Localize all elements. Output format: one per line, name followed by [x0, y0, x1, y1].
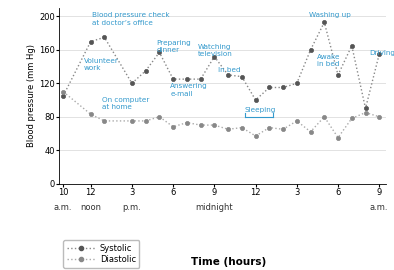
Systolic: [61, 94, 65, 97]
Systolic: [281, 86, 285, 89]
Diastolic: [88, 113, 93, 116]
Diastolic: [336, 136, 340, 139]
Systolic: [198, 77, 203, 81]
Text: noon: noon: [80, 203, 101, 212]
Systolic: [349, 44, 354, 47]
Text: Driving: Driving: [370, 50, 394, 56]
Diastolic: [363, 111, 368, 114]
Diastolic: [184, 121, 189, 124]
Text: Sleeping: Sleeping: [245, 107, 276, 113]
Diastolic: [308, 130, 313, 133]
Text: In bed: In bed: [219, 67, 241, 73]
Legend: Systolic, Diastolic: Systolic, Diastolic: [63, 240, 139, 268]
Diastolic: [377, 115, 382, 118]
Diastolic: [212, 123, 217, 127]
Systolic: [184, 77, 189, 81]
Systolic: [130, 82, 134, 85]
Diastolic: [226, 128, 230, 131]
Text: Watching
television: Watching television: [198, 44, 232, 57]
Line: Diastolic: Diastolic: [61, 90, 381, 140]
Diastolic: [102, 119, 107, 123]
Diastolic: [130, 119, 134, 123]
Systolic: [267, 86, 272, 89]
Systolic: [294, 82, 299, 85]
Text: p.m.: p.m.: [123, 203, 141, 212]
Text: Volunteer
work: Volunteer work: [84, 58, 119, 72]
Diastolic: [240, 126, 244, 129]
Text: a.m.: a.m.: [54, 203, 72, 212]
Diastolic: [281, 128, 285, 131]
Systolic: [336, 73, 340, 77]
Systolic: [322, 21, 327, 24]
Text: a.m.: a.m.: [370, 203, 388, 212]
Y-axis label: Blood pressure (mm Hg): Blood pressure (mm Hg): [27, 44, 36, 147]
Diastolic: [267, 126, 272, 129]
Text: Blood pressure check
at doctor’s office: Blood pressure check at doctor’s office: [92, 12, 170, 26]
Text: Preparing
dinner: Preparing dinner: [157, 40, 191, 53]
Diastolic: [253, 134, 258, 138]
Systolic: [226, 73, 230, 77]
Diastolic: [61, 90, 65, 93]
Diastolic: [143, 119, 148, 123]
Systolic: [363, 107, 368, 110]
Systolic: [240, 75, 244, 78]
Systolic: [212, 55, 217, 58]
Text: Time (hours): Time (hours): [191, 257, 266, 267]
Text: Washing up: Washing up: [309, 12, 351, 18]
Text: Answering
e-mail: Answering e-mail: [170, 83, 208, 97]
Systolic: [377, 52, 382, 56]
Systolic: [171, 77, 175, 81]
Text: On computer
at home: On computer at home: [102, 97, 149, 110]
Text: midnight: midnight: [195, 203, 233, 212]
Systolic: [102, 36, 107, 39]
Diastolic: [198, 123, 203, 127]
Systolic: [88, 40, 93, 43]
Text: Awake
in bed: Awake in bed: [318, 54, 341, 67]
Systolic: [143, 69, 148, 72]
Systolic: [157, 51, 162, 54]
Diastolic: [157, 115, 162, 118]
Diastolic: [322, 115, 327, 118]
Diastolic: [349, 117, 354, 120]
Diastolic: [294, 119, 299, 123]
Systolic: [253, 98, 258, 102]
Systolic: [308, 48, 313, 52]
Line: Systolic: Systolic: [61, 20, 381, 110]
Diastolic: [171, 125, 175, 129]
